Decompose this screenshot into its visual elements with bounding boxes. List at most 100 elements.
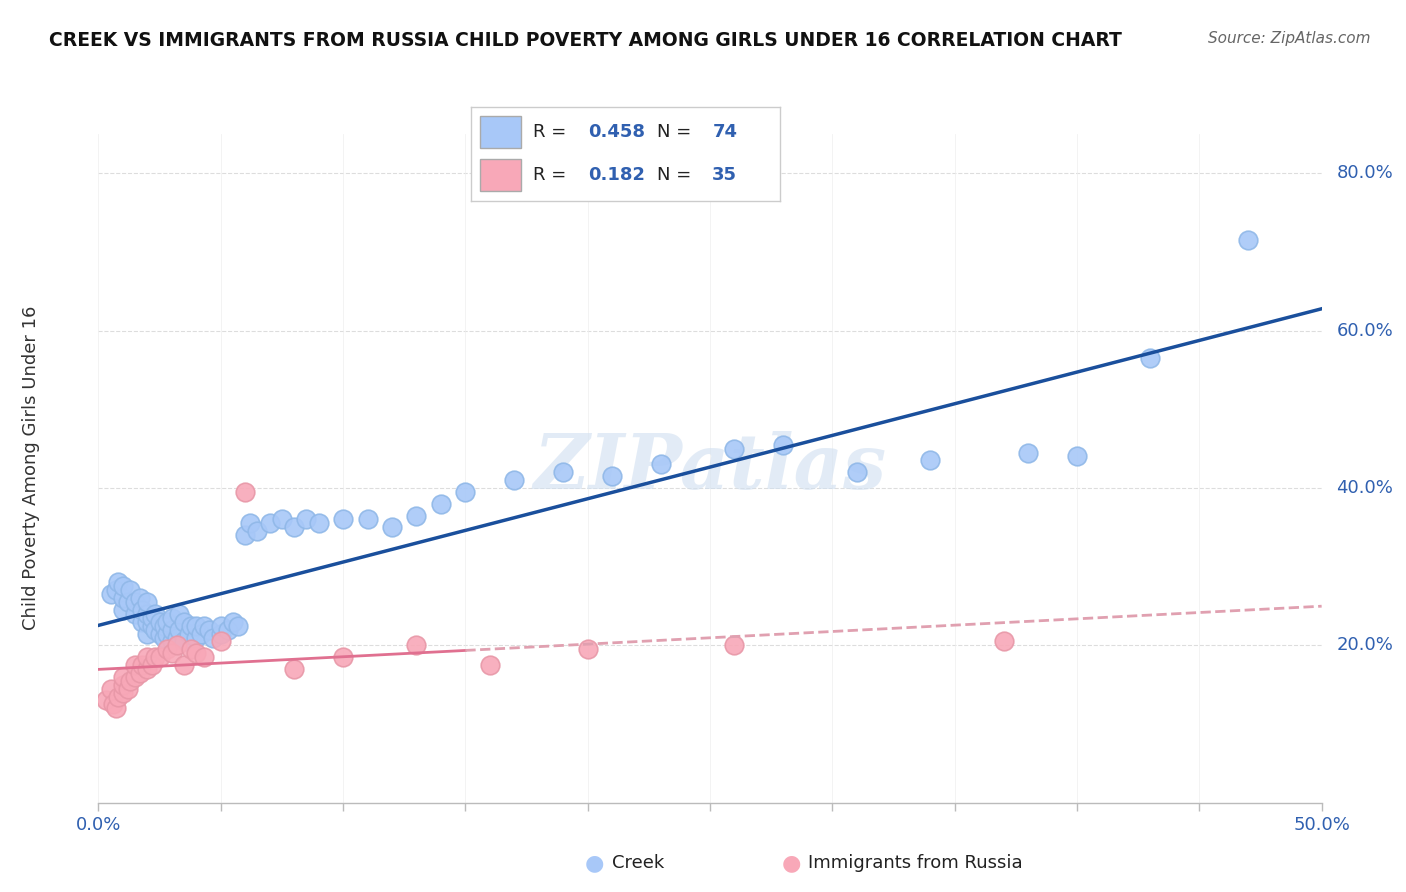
Point xyxy=(124,670,146,684)
Point xyxy=(503,473,526,487)
Point xyxy=(1017,445,1039,459)
Point xyxy=(270,512,294,526)
Point xyxy=(209,634,232,648)
Point xyxy=(136,650,159,665)
Point xyxy=(136,662,159,676)
Point xyxy=(149,626,172,640)
Point xyxy=(167,623,190,637)
Text: 0.458: 0.458 xyxy=(589,123,645,141)
Point xyxy=(111,603,134,617)
Bar xyxy=(481,116,520,148)
Point xyxy=(186,618,208,632)
Text: N =: N = xyxy=(657,123,696,141)
Point xyxy=(222,615,245,629)
Point xyxy=(332,512,354,526)
Point xyxy=(141,618,163,632)
Text: 60.0%: 60.0% xyxy=(1336,321,1393,340)
Point xyxy=(553,465,575,479)
Point xyxy=(381,520,404,534)
Point xyxy=(160,646,183,660)
Point xyxy=(143,607,166,621)
Point xyxy=(141,658,163,673)
Point xyxy=(111,591,134,606)
Point xyxy=(136,615,159,629)
Point xyxy=(173,634,195,648)
Point xyxy=(153,631,176,645)
Point xyxy=(149,650,172,665)
Point xyxy=(193,650,215,665)
Point xyxy=(131,603,153,617)
Text: R =: R = xyxy=(533,167,572,185)
Point xyxy=(94,693,117,707)
Point xyxy=(153,618,176,632)
Point xyxy=(160,623,183,637)
Point xyxy=(283,520,305,534)
Bar xyxy=(481,160,520,191)
Point xyxy=(576,642,599,657)
Text: Immigrants from Russia: Immigrants from Russia xyxy=(808,855,1024,872)
Point xyxy=(104,583,127,598)
Point xyxy=(723,639,745,653)
Text: Source: ZipAtlas.com: Source: ZipAtlas.com xyxy=(1208,31,1371,46)
Point xyxy=(650,458,672,472)
Point xyxy=(136,595,159,609)
Point xyxy=(186,646,208,660)
Text: ●: ● xyxy=(585,854,605,873)
Point xyxy=(1237,233,1260,247)
Text: 40.0%: 40.0% xyxy=(1336,479,1393,497)
Point xyxy=(156,626,179,640)
Point xyxy=(405,508,427,523)
Point xyxy=(993,634,1015,648)
Point xyxy=(100,587,122,601)
Point xyxy=(600,469,623,483)
Point xyxy=(111,678,134,692)
Text: 0.182: 0.182 xyxy=(589,167,645,185)
Point xyxy=(180,618,202,632)
Point xyxy=(217,623,239,637)
Point xyxy=(193,618,215,632)
Point xyxy=(233,484,256,499)
Point xyxy=(1139,351,1161,365)
Text: R =: R = xyxy=(533,123,572,141)
Point xyxy=(246,524,269,539)
Point xyxy=(190,626,212,640)
Point xyxy=(308,516,330,531)
Point xyxy=(173,615,195,629)
Point xyxy=(143,650,166,665)
Point xyxy=(920,453,942,467)
Point xyxy=(772,438,794,452)
Point xyxy=(111,670,134,684)
Point xyxy=(156,642,179,657)
Point xyxy=(124,607,146,621)
Point xyxy=(845,465,868,479)
Text: ZIPatlas: ZIPatlas xyxy=(533,432,887,505)
Text: Child Poverty Among Girls Under 16: Child Poverty Among Girls Under 16 xyxy=(22,306,41,631)
Point xyxy=(111,579,134,593)
Point xyxy=(233,528,256,542)
Text: 35: 35 xyxy=(713,167,737,185)
Point xyxy=(120,583,142,598)
Point xyxy=(226,618,249,632)
Point xyxy=(180,642,202,657)
Text: 74: 74 xyxy=(713,123,737,141)
Point xyxy=(120,673,142,688)
Point xyxy=(117,595,139,609)
Point xyxy=(209,618,232,632)
Point xyxy=(186,631,208,645)
Point xyxy=(101,698,124,712)
Point xyxy=(167,607,190,621)
Point xyxy=(295,512,318,526)
Point xyxy=(131,658,153,673)
Point xyxy=(202,631,225,645)
Point xyxy=(177,626,200,640)
Point xyxy=(156,615,179,629)
Point xyxy=(100,681,122,696)
Text: N =: N = xyxy=(657,167,696,185)
Text: CREEK VS IMMIGRANTS FROM RUSSIA CHILD POVERTY AMONG GIRLS UNDER 16 CORRELATION C: CREEK VS IMMIGRANTS FROM RUSSIA CHILD PO… xyxy=(49,31,1122,50)
Point xyxy=(111,685,134,699)
Text: Creek: Creek xyxy=(612,855,664,872)
Point xyxy=(136,607,159,621)
Point xyxy=(160,611,183,625)
Point xyxy=(283,662,305,676)
Point xyxy=(197,623,219,637)
